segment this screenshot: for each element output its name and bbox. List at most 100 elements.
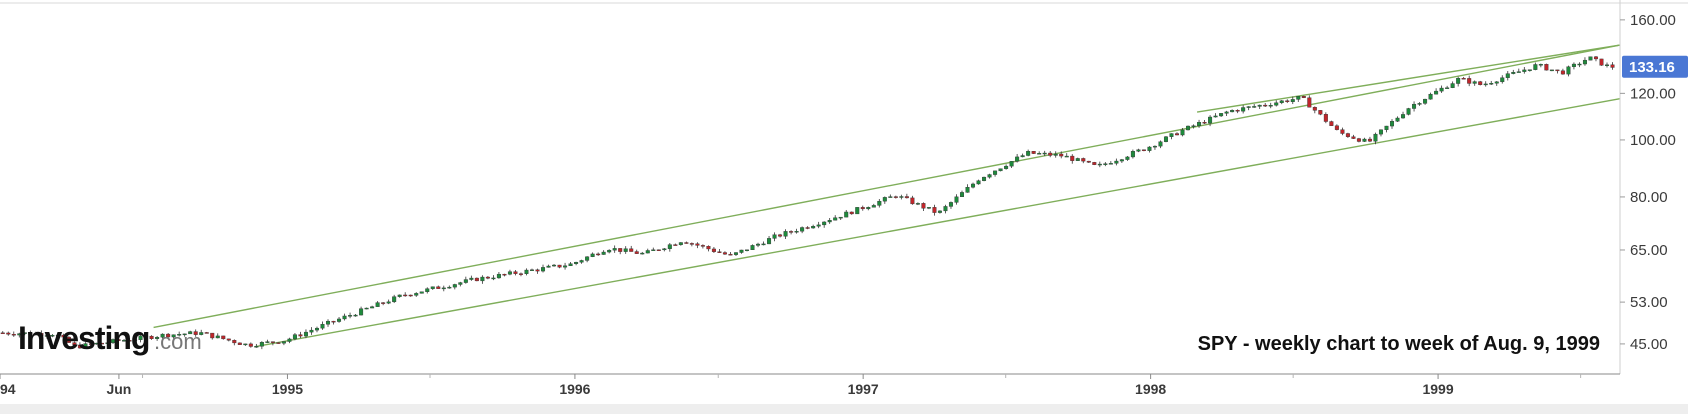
- candle: [458, 281, 463, 287]
- candle: [1467, 75, 1472, 87]
- candle: [722, 251, 727, 255]
- candle: [1053, 151, 1058, 158]
- candle: [678, 242, 683, 246]
- candle: [904, 193, 909, 199]
- candle: [99, 342, 104, 345]
- candle: [265, 339, 270, 344]
- candle: [1367, 136, 1372, 143]
- candle: [177, 331, 182, 337]
- candle: [546, 264, 551, 268]
- candle: [706, 245, 711, 252]
- candle: [1334, 124, 1339, 131]
- logo-main: Investing: [18, 320, 149, 356]
- candle: [1059, 151, 1064, 159]
- candle: [425, 287, 430, 294]
- candle: [767, 236, 772, 245]
- candle: [463, 276, 468, 284]
- candle: [44, 334, 49, 339]
- candle: [1599, 58, 1604, 66]
- candle: [1219, 113, 1224, 117]
- candle: [987, 173, 992, 179]
- last-price-label: 133.16: [1629, 59, 1675, 76]
- candle: [700, 244, 705, 249]
- candle: [866, 206, 871, 211]
- candle: [1417, 102, 1422, 106]
- candle: [1263, 102, 1268, 107]
- candle: [529, 268, 534, 271]
- candle: [1533, 62, 1538, 71]
- candle: [965, 184, 970, 193]
- candle: [408, 294, 413, 297]
- candle: [1163, 136, 1168, 143]
- candle: [1241, 105, 1246, 114]
- candle: [122, 338, 127, 342]
- candle: [1318, 110, 1323, 116]
- candle: [50, 333, 55, 338]
- candle: [1312, 106, 1317, 114]
- candle: [1340, 127, 1345, 136]
- candle: [496, 272, 501, 279]
- candle: [1268, 102, 1273, 109]
- candle: [1252, 103, 1257, 108]
- candle: [855, 207, 860, 215]
- candle: [513, 269, 518, 276]
- candle: [1406, 107, 1411, 116]
- candle: [860, 205, 865, 211]
- candle: [1571, 62, 1576, 70]
- candle: [1511, 69, 1516, 75]
- candle: [888, 194, 893, 198]
- candle: [811, 224, 816, 229]
- candle: [1461, 76, 1466, 80]
- x-tick-label: Jun: [106, 381, 131, 397]
- candle: [1130, 149, 1135, 159]
- candle: [629, 245, 634, 252]
- candle: [739, 249, 744, 254]
- candle: [838, 216, 843, 221]
- candle: [1213, 113, 1218, 118]
- candle: [298, 331, 303, 339]
- candle: [1301, 95, 1306, 99]
- candle: [66, 336, 71, 344]
- candle: [948, 201, 953, 209]
- candle: [656, 249, 661, 251]
- candle: [1450, 81, 1455, 89]
- candle: [1114, 158, 1119, 166]
- candle: [711, 247, 716, 254]
- candle: [436, 285, 441, 289]
- candle: [447, 285, 452, 289]
- candle: [502, 273, 507, 277]
- candle: [469, 275, 474, 281]
- candle: [976, 179, 981, 185]
- candle: [1307, 95, 1312, 108]
- candle: [568, 262, 573, 267]
- candle: [623, 246, 628, 254]
- candle: [612, 245, 617, 253]
- candle: [507, 269, 512, 276]
- candle: [1401, 111, 1406, 119]
- candle: [1197, 119, 1202, 128]
- candle: [744, 249, 749, 252]
- candle: [138, 333, 143, 343]
- candle: [133, 337, 138, 344]
- candle: [959, 190, 964, 198]
- candle: [342, 313, 347, 321]
- candle: [1097, 161, 1102, 168]
- candle: [430, 286, 435, 290]
- candle: [1026, 149, 1031, 157]
- candle: [1158, 140, 1163, 149]
- x-tick-label: 1999: [1422, 381, 1453, 397]
- y-tick-label: 100.00: [1630, 132, 1676, 149]
- candle: [1175, 132, 1180, 136]
- candle: [1423, 98, 1428, 105]
- y-tick-label: 45.00: [1630, 336, 1668, 353]
- candle: [590, 252, 595, 258]
- candle: [574, 261, 579, 266]
- candle: [1191, 124, 1196, 129]
- candle: [254, 343, 259, 348]
- candle: [915, 202, 920, 206]
- candle: [926, 207, 931, 210]
- candle: [1522, 67, 1527, 74]
- candle: [171, 334, 176, 341]
- candle: [783, 229, 788, 239]
